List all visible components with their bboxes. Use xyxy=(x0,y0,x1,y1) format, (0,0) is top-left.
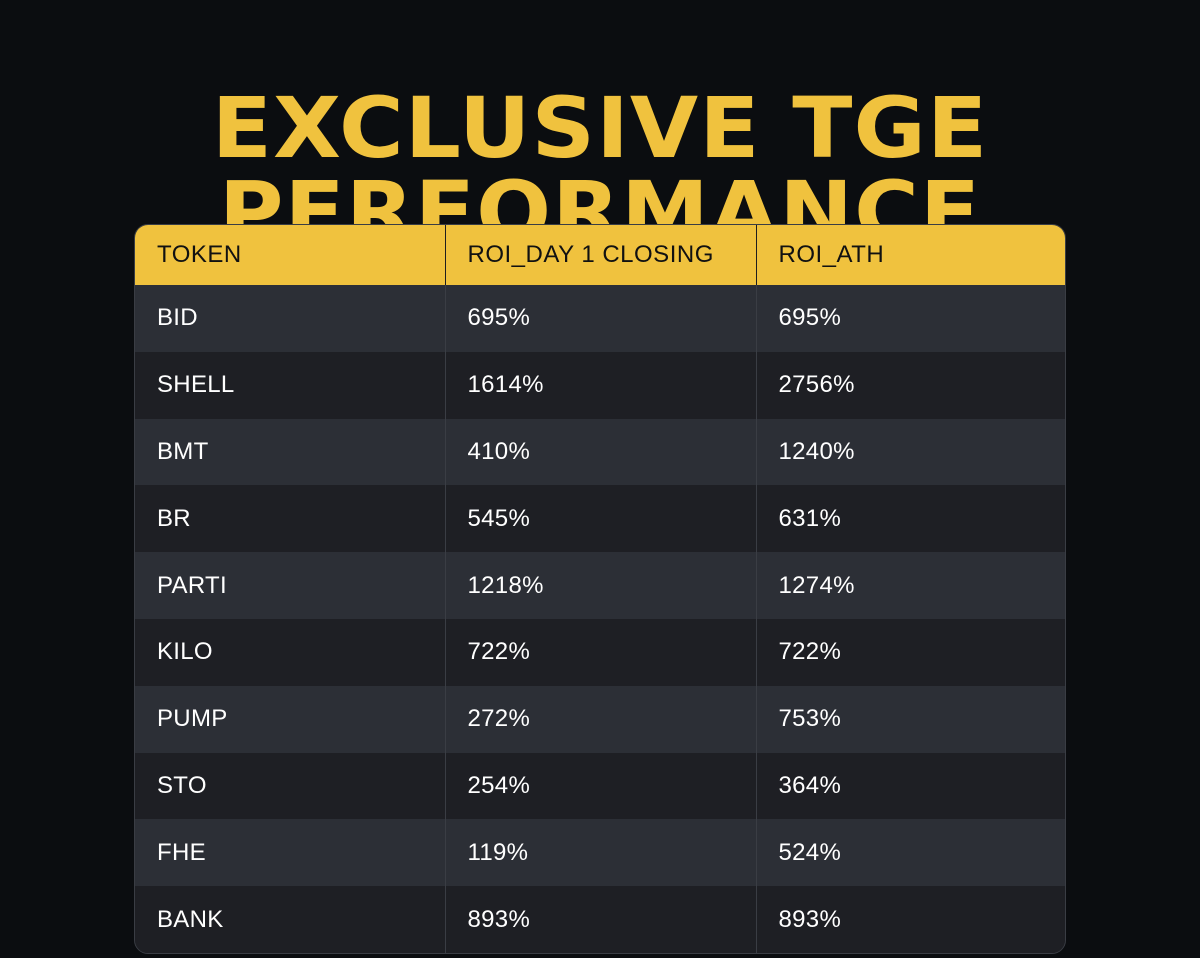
table-body: BID 695% 695% SHELL 1614% 2756% BMT 410%… xyxy=(135,285,1065,953)
table-header: TOKEN ROI_DAY 1 CLOSING ROI_ATH xyxy=(135,225,1065,285)
cell-roi-day1-closing: 545% xyxy=(445,485,757,553)
performance-table-container: TOKEN ROI_DAY 1 CLOSING ROI_ATH BID 695%… xyxy=(134,224,1066,954)
header-roi-ath: ROI_ATH xyxy=(756,225,1065,285)
table-row: FHE 119% 524% xyxy=(135,819,1065,887)
title-line-1: EXCLUSIVE TGE xyxy=(211,79,989,178)
cell-roi-ath: 364% xyxy=(756,752,1065,820)
cell-roi-day1-closing: 1218% xyxy=(445,552,757,619)
cell-roi-ath: 2756% xyxy=(756,351,1065,419)
cell-roi-day1-closing: 119% xyxy=(445,819,757,887)
cell-roi-day1-closing: 272% xyxy=(445,685,757,753)
header-row: TOKEN ROI_DAY 1 CLOSING ROI_ATH xyxy=(135,225,1065,285)
cell-roi-ath: 722% xyxy=(756,618,1065,686)
cell-roi-ath: 1240% xyxy=(756,418,1065,486)
cell-token: SHELL xyxy=(135,351,446,419)
page-title: EXCLUSIVE TGE PERFORMANCE xyxy=(0,86,1200,254)
cell-roi-ath: 631% xyxy=(756,485,1065,553)
header-token: TOKEN xyxy=(135,225,446,285)
cell-token: PUMP xyxy=(135,685,446,753)
header-roi-day1-closing: ROI_DAY 1 CLOSING xyxy=(445,225,757,285)
table-row: PARTI 1218% 1274% xyxy=(135,552,1065,619)
table-row: BMT 410% 1240% xyxy=(135,418,1065,486)
cell-roi-day1-closing: 254% xyxy=(445,752,757,820)
cell-roi-ath: 753% xyxy=(756,685,1065,753)
cell-roi-ath: 893% xyxy=(756,886,1065,953)
table-row: SHELL 1614% 2756% xyxy=(135,351,1065,419)
cell-token: PARTI xyxy=(135,552,446,619)
cell-roi-day1-closing: 410% xyxy=(445,418,757,486)
cell-roi-day1-closing: 695% xyxy=(445,285,757,352)
cell-token: BMT xyxy=(135,418,446,486)
cell-token: BID xyxy=(135,285,446,352)
cell-token: KILO xyxy=(135,618,446,686)
cell-roi-day1-closing: 1614% xyxy=(445,351,757,419)
cell-token: FHE xyxy=(135,819,446,887)
table-row: BR 545% 631% xyxy=(135,485,1065,553)
table-row: STO 254% 364% xyxy=(135,752,1065,820)
cell-roi-ath: 1274% xyxy=(756,552,1065,619)
cell-roi-day1-closing: 893% xyxy=(445,886,757,953)
cell-roi-ath: 524% xyxy=(756,819,1065,887)
cell-token: BANK xyxy=(135,886,446,953)
table-row: BANK 893% 893% xyxy=(135,886,1065,953)
table-row: BID 695% 695% xyxy=(135,285,1065,352)
cell-roi-ath: 695% xyxy=(756,285,1065,352)
performance-table: TOKEN ROI_DAY 1 CLOSING ROI_ATH BID 695%… xyxy=(135,225,1065,953)
table-row: KILO 722% 722% xyxy=(135,618,1065,686)
cell-token: STO xyxy=(135,752,446,820)
table-row: PUMP 272% 753% xyxy=(135,685,1065,753)
cell-roi-day1-closing: 722% xyxy=(445,618,757,686)
cell-token: BR xyxy=(135,485,446,553)
